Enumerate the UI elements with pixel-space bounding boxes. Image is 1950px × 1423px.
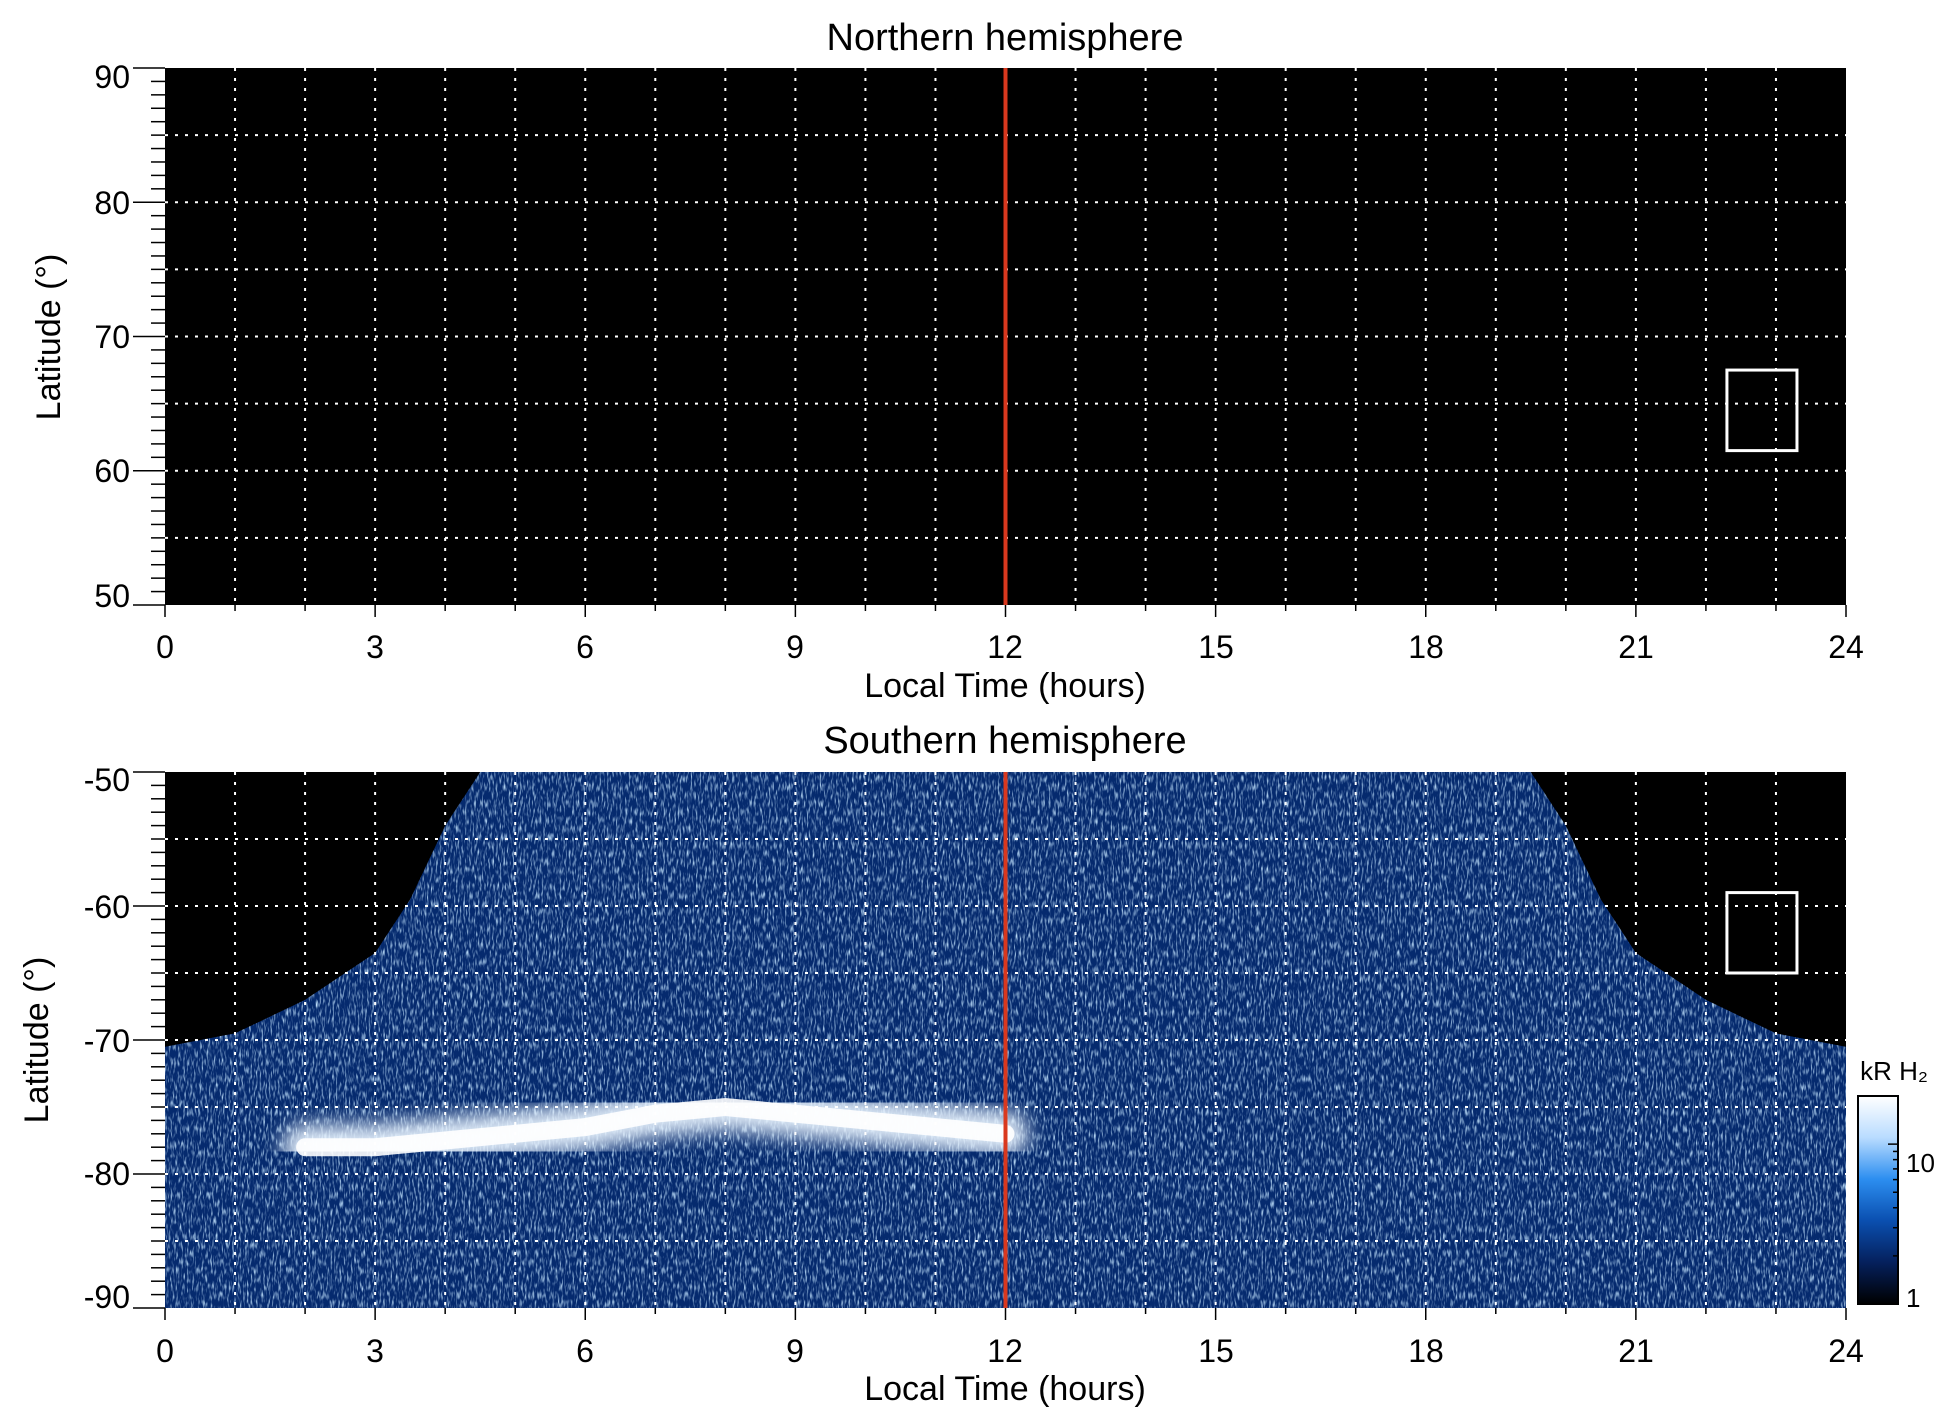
x-tick-label: 0 xyxy=(156,629,174,665)
y-tick-label: -50 xyxy=(84,762,130,798)
northern-x-tick-labels: 0 3 6 9 12 15 18 21 24 xyxy=(156,629,1864,665)
y-tick-label: -60 xyxy=(84,889,130,925)
y-tick-label: 50 xyxy=(94,578,130,614)
southern-y-axis-label: Latitude (°) xyxy=(18,957,56,1124)
x-tick-label: 21 xyxy=(1618,1333,1654,1369)
x-tick-label: 24 xyxy=(1828,629,1864,665)
northern-panel: Northern hemisphere 0 3 6 9 12 15 18 21 … xyxy=(30,17,1864,705)
colorbar-gradient xyxy=(1857,1095,1899,1305)
x-tick-label: 0 xyxy=(156,1333,174,1369)
y-tick-label: 90 xyxy=(94,59,130,95)
southern-x-tick-labels: 0 3 6 9 12 15 18 21 24 xyxy=(156,1333,1864,1369)
y-tick-label: -80 xyxy=(84,1156,130,1192)
colorbar-tick-label: 1 xyxy=(1906,1283,1920,1313)
x-tick-label: 15 xyxy=(1198,629,1234,665)
colorbar-tick-label: 10 xyxy=(1906,1148,1935,1178)
y-tick-label: 80 xyxy=(94,185,130,221)
northern-marker-box xyxy=(1725,368,1799,453)
x-tick-label: 12 xyxy=(987,629,1023,665)
x-tick-label: 6 xyxy=(576,1333,594,1369)
southern-x-axis-label: Local Time (hours) xyxy=(864,1370,1146,1408)
southern-y-tick-labels: -50 -60 -70 -80 -90 xyxy=(84,762,130,1315)
y-tick-label: 60 xyxy=(94,453,130,489)
northern-title: Northern hemisphere xyxy=(827,17,1184,59)
southern-ticks xyxy=(133,771,1847,1320)
x-tick-label: 18 xyxy=(1408,629,1444,665)
colorbar-label: kR H₂ xyxy=(1860,1056,1928,1086)
northern-y-axis-label: Latitude (°) xyxy=(30,254,68,421)
colorbar: kR H₂ 1 10 xyxy=(1857,1056,1935,1313)
x-tick-label: 3 xyxy=(366,629,384,665)
x-tick-label: 24 xyxy=(1828,1333,1864,1369)
x-tick-label: 9 xyxy=(786,1333,804,1369)
y-tick-label: 70 xyxy=(94,319,130,355)
x-tick-label: 21 xyxy=(1618,629,1654,665)
y-tick-label: -90 xyxy=(84,1279,130,1315)
southern-title: Southern hemisphere xyxy=(823,720,1186,762)
colorbar-ticks xyxy=(1888,1095,1898,1305)
x-tick-label: 12 xyxy=(987,1333,1023,1369)
northern-y-tick-labels: 90 80 70 60 50 xyxy=(94,59,130,614)
southern-marker-box xyxy=(1725,891,1799,975)
northern-x-axis-label: Local Time (hours) xyxy=(864,667,1146,705)
southern-panel: Southern hemisphere 0 3 6 9 12 15 18 21 … xyxy=(18,720,1935,1408)
x-tick-label: 9 xyxy=(786,629,804,665)
northern-ticks xyxy=(133,67,1847,617)
x-tick-label: 18 xyxy=(1408,1333,1444,1369)
x-tick-label: 6 xyxy=(576,629,594,665)
x-tick-label: 15 xyxy=(1198,1333,1234,1369)
y-tick-label: -70 xyxy=(84,1023,130,1059)
x-tick-label: 3 xyxy=(366,1333,384,1369)
